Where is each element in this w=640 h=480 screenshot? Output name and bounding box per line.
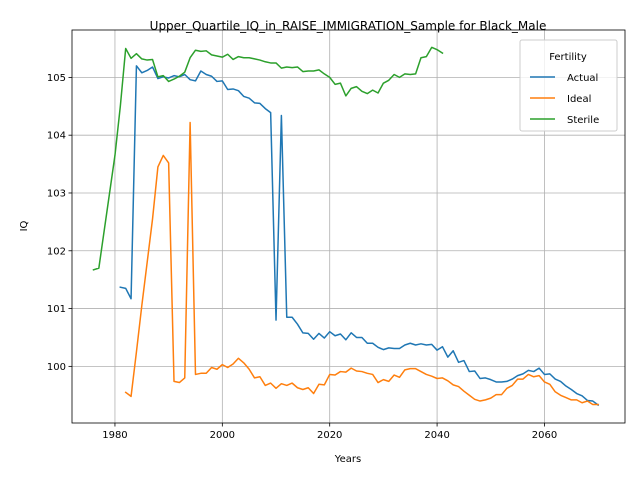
y-tick-label: 102 — [47, 246, 66, 257]
y-tick-label: 100 — [47, 362, 66, 373]
x-tick-label: 2040 — [424, 430, 449, 441]
x-axis-label: Years — [334, 454, 361, 465]
plot-frame — [71, 29, 626, 424]
y-tick-label: 101 — [47, 304, 66, 315]
legend-label-sterile: Sterile — [567, 115, 599, 126]
series-line-actual — [119, 65, 600, 407]
legend-title: Fertility — [549, 52, 587, 63]
series-lines — [92, 46, 600, 407]
legend-label-actual: Actual — [567, 73, 598, 84]
legend: Fertility Actual Ideal Sterile — [519, 39, 618, 132]
x-tick-label: 2060 — [532, 430, 557, 441]
x-tick-label: 1980 — [102, 430, 127, 441]
y-tick-label: 104 — [47, 131, 66, 142]
axis-ticks: 1980 2000 2020 2040 2060 100 101 102 103 104 105 — [47, 73, 557, 441]
y-tick-label: 103 — [47, 188, 66, 199]
y-tick-label: 105 — [47, 73, 66, 84]
series-line-ideal — [124, 121, 599, 406]
legend-box — [519, 39, 618, 132]
series-line-sterile — [92, 46, 444, 271]
chart-title: Upper_Quartile_IQ_in_RAISE_IMMIGRATION_S… — [150, 19, 547, 33]
x-tick-label: 2020 — [317, 430, 342, 441]
legend-label-ideal: Ideal — [567, 94, 591, 105]
y-axis-label: IQ — [19, 220, 30, 231]
x-tick-label: 2000 — [210, 430, 235, 441]
